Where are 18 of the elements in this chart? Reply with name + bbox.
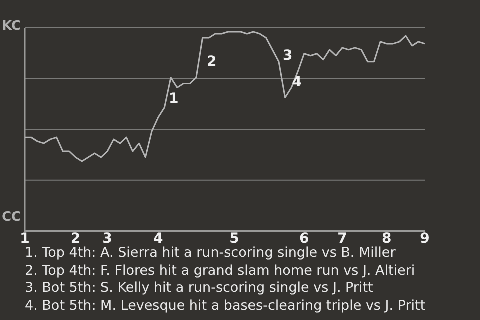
text: 3. Bot 5th: S. Kelly hit a run-scoring single vs J. Pritt [25,280,374,298]
x-tick-label: 8 [382,231,392,248]
annotation: 2 [207,54,217,70]
x-tick-label: 5 [230,231,240,248]
x-tick-label: 9 [420,231,430,248]
x-tick-label: 2 [70,231,81,248]
text: KC [2,19,22,34]
x-tick-label: 7 [338,231,348,248]
annotation: 3 [283,48,293,64]
annotation: 1 [169,90,179,107]
text: 4. Bot 5th: M. Levesque hit a bases-clearing triple vs J. Pritt [25,298,427,315]
text: 2. Top 4th: F. Flores hit a grand slam home run vs J. Altieri [25,262,416,280]
x-tick-label: 3 [102,231,112,248]
text: CC [2,210,22,225]
x-tick-label: 1 [20,231,30,248]
text: 1. Top 4th: A. Sierra hit a run-scoring single vs B. Miller [25,245,396,261]
x-tick-label: 4 [153,231,164,248]
x-tick-label: 6 [299,231,310,248]
